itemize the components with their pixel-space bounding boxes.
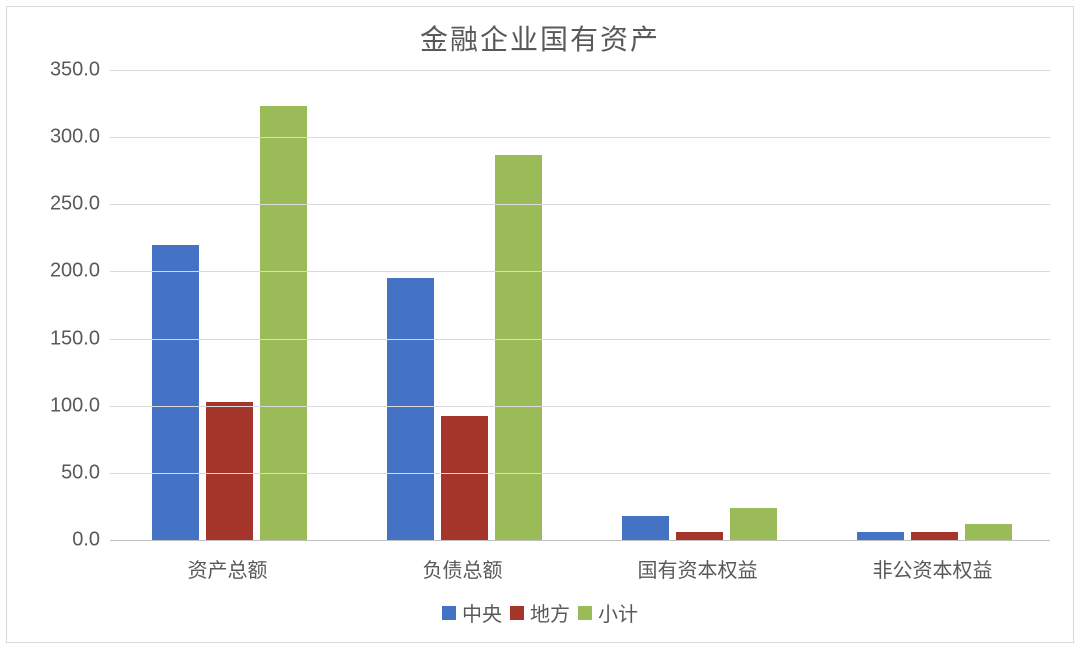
x-tick-label: 国有资本权益 bbox=[638, 554, 758, 583]
bar bbox=[260, 106, 307, 540]
gridline bbox=[110, 339, 1050, 340]
bar bbox=[965, 524, 1012, 540]
legend-label: 小计 bbox=[598, 598, 638, 627]
legend-item: 中央 bbox=[442, 598, 502, 627]
chart-title: 金融企业国有资产 bbox=[0, 18, 1080, 58]
y-tick-label: 250.0 bbox=[10, 193, 100, 216]
bar bbox=[441, 416, 488, 540]
y-tick-label: 50.0 bbox=[10, 461, 100, 484]
legend-swatch bbox=[510, 606, 524, 620]
bar bbox=[495, 155, 542, 540]
gridline bbox=[110, 473, 1050, 474]
y-tick-label: 200.0 bbox=[10, 260, 100, 283]
gridline bbox=[110, 406, 1050, 407]
legend-item: 地方 bbox=[510, 598, 570, 627]
legend-swatch bbox=[442, 606, 456, 620]
chart-container: 金融企业国有资产 0.050.0100.0150.0200.0250.0300.… bbox=[0, 0, 1080, 649]
gridline bbox=[110, 137, 1050, 138]
y-tick-label: 300.0 bbox=[10, 126, 100, 149]
x-tick-label: 资产总额 bbox=[188, 554, 268, 583]
bar bbox=[387, 278, 434, 540]
y-tick-label: 350.0 bbox=[10, 59, 100, 82]
x-tick-label: 负债总额 bbox=[423, 554, 503, 583]
bar bbox=[730, 508, 777, 540]
bars-layer bbox=[110, 70, 1050, 540]
gridline bbox=[110, 70, 1050, 71]
y-tick-label: 150.0 bbox=[10, 327, 100, 350]
legend-item: 小计 bbox=[578, 598, 638, 627]
plot-area: 0.050.0100.0150.0200.0250.0300.0350.0资产总… bbox=[110, 70, 1050, 540]
bar bbox=[676, 532, 723, 540]
legend: 中央地方小计 bbox=[0, 598, 1080, 627]
legend-label: 中央 bbox=[462, 598, 502, 627]
bar bbox=[857, 532, 904, 540]
x-tick-label: 非公资本权益 bbox=[873, 554, 993, 583]
y-tick-label: 100.0 bbox=[10, 394, 100, 417]
bar bbox=[622, 516, 669, 540]
bar bbox=[206, 402, 253, 540]
x-axis-line bbox=[110, 540, 1050, 541]
legend-swatch bbox=[578, 606, 592, 620]
gridline bbox=[110, 271, 1050, 272]
legend-label: 地方 bbox=[530, 598, 570, 627]
bar bbox=[152, 245, 199, 540]
y-tick-label: 0.0 bbox=[10, 529, 100, 552]
gridline bbox=[110, 204, 1050, 205]
bar bbox=[911, 532, 958, 540]
